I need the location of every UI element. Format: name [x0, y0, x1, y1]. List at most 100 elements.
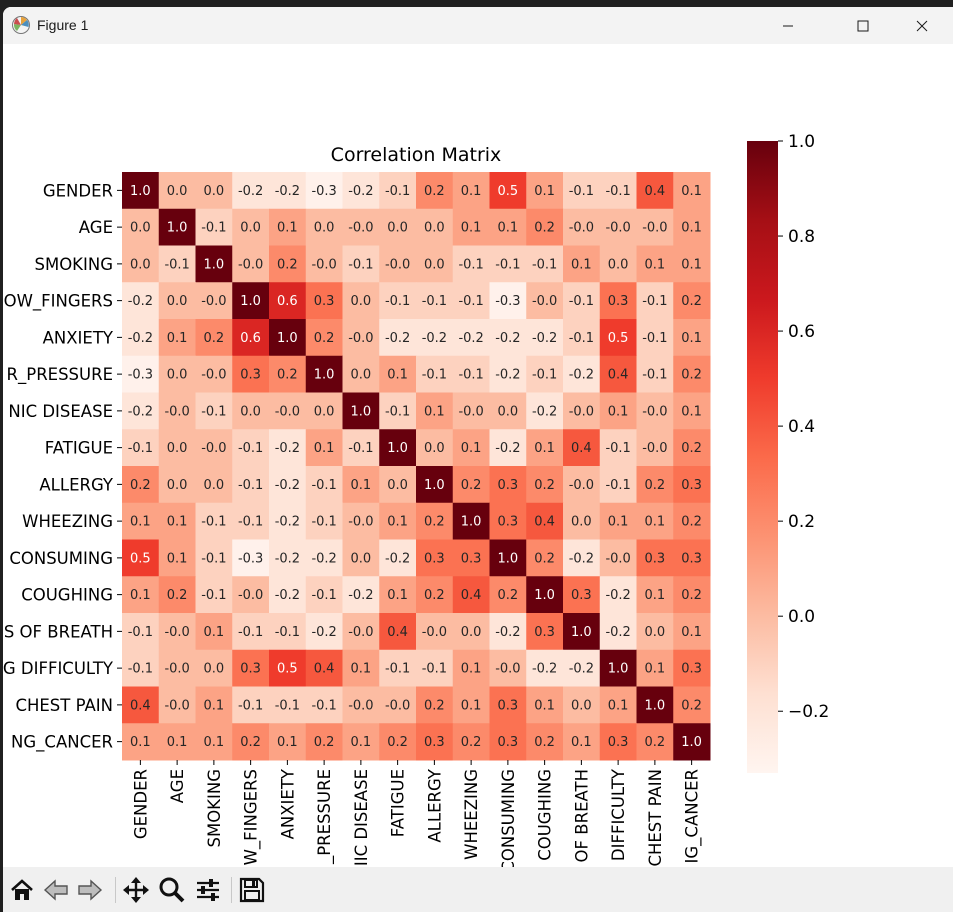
heatmap-cell	[158, 208, 196, 246]
cell-value-label: 0.1	[681, 221, 702, 236]
zoom-button[interactable]	[157, 875, 187, 905]
pan-button[interactable]	[121, 875, 151, 905]
cell-value-label: -0.1	[642, 294, 667, 309]
heatmap-cell	[563, 355, 601, 393]
heatmap-cell	[416, 723, 454, 761]
cell-value-label: -0.2	[532, 662, 557, 677]
cell-value-label: -0.0	[569, 478, 594, 493]
heatmap-cell	[489, 355, 527, 393]
cell-value-label: 0.1	[608, 404, 629, 419]
cell-value-label: 0.2	[498, 588, 519, 603]
cell-value-label: 0.0	[314, 221, 335, 236]
pan-move-icon	[123, 877, 149, 903]
x-tick-label: OF BREATH	[572, 769, 591, 862]
toolbar-separator	[231, 877, 232, 903]
heatmap-cell	[269, 172, 307, 210]
close-button[interactable]	[899, 7, 945, 44]
cell-value-label: 0.6	[240, 331, 261, 346]
heatmap-cell	[342, 502, 380, 540]
heatmap-cell	[452, 576, 490, 614]
heatmap-cell	[158, 723, 196, 761]
cell-value-label: 0.2	[681, 515, 702, 530]
cell-value-label: 0.2	[461, 735, 482, 750]
cell-value-label: -0.1	[311, 698, 336, 713]
heatmap-cell	[452, 429, 490, 467]
cell-value-label: -0.1	[532, 368, 557, 383]
heatmap-cell	[195, 429, 233, 467]
heatmap-cell	[342, 466, 380, 504]
heatmap-cell	[342, 429, 380, 467]
heatmap-cell	[122, 282, 160, 320]
cell-value-label: -0.1	[201, 515, 226, 530]
title-bar[interactable]: Figure 1	[3, 7, 953, 44]
heatmap-cell	[269, 539, 307, 577]
cell-value-label: -0.2	[275, 551, 300, 566]
heatmap-cell	[452, 208, 490, 246]
home-button[interactable]	[7, 875, 37, 905]
heatmap-cell	[673, 208, 711, 246]
cell-value-label: -0.1	[238, 698, 263, 713]
heatmap-cell	[342, 649, 380, 687]
minimize-button[interactable]	[765, 7, 811, 44]
heatmap-cell	[526, 466, 564, 504]
heatmap-cell	[526, 282, 564, 320]
heatmap-cell	[305, 392, 343, 430]
heatmap-cell	[563, 539, 601, 577]
heatmap-cell	[526, 392, 564, 430]
heatmap-cell	[636, 172, 674, 210]
cell-value-label: 0.1	[608, 698, 629, 713]
cell-value-label: -0.1	[201, 221, 226, 236]
save-button[interactable]	[237, 875, 267, 905]
heatmap-cell	[526, 539, 564, 577]
cell-value-label: -0.2	[605, 588, 630, 603]
x-tick-label: WHEEZING	[462, 769, 481, 860]
cell-value-label: -0.2	[275, 515, 300, 530]
heatmap-cell	[305, 282, 343, 320]
cell-value-label: 0.2	[534, 478, 555, 493]
heatmap-cell	[452, 686, 490, 724]
cell-value-label: -0.1	[569, 294, 594, 309]
heatmap-cell	[379, 539, 417, 577]
heatmap-cell	[195, 282, 233, 320]
heatmap-cell	[636, 355, 674, 393]
heatmap-cell	[305, 613, 343, 651]
back-button[interactable]	[41, 875, 71, 905]
heatmap-cell	[416, 613, 454, 651]
cell-value-label: -0.2	[605, 625, 630, 640]
cell-value-label: 0.3	[498, 735, 519, 750]
toolbar-separator	[115, 877, 116, 903]
figure-canvas[interactable]: Correlation Matrix 1.0 0.0 0.0 -0.2 -0.2 -0.3-…	[3, 44, 953, 867]
heatmap-cell	[122, 429, 160, 467]
heatmap-cell	[305, 723, 343, 761]
heatmap-cell	[305, 319, 343, 357]
heatmap-cell	[452, 613, 490, 651]
maximize-button[interactable]	[840, 7, 886, 44]
heatmap-cell	[232, 429, 270, 467]
heatmap-cell	[305, 172, 343, 210]
heatmap-cell	[526, 355, 564, 393]
x-tick-label: DIFFICULTY	[609, 768, 628, 861]
cell-value-label: 1.0	[424, 478, 445, 493]
heatmap-cell	[122, 319, 160, 357]
forward-button[interactable]	[75, 875, 105, 905]
heatmap-cell	[305, 429, 343, 467]
heatmap-cell	[489, 613, 527, 651]
cell-value-label: 0.2	[534, 551, 555, 566]
cell-value-label: 0.0	[167, 478, 188, 493]
cell-value-label: 0.0	[167, 294, 188, 309]
cell-value-label: 0.0	[167, 184, 188, 199]
heatmap-cell	[232, 686, 270, 724]
cell-value-label: -0.1	[422, 662, 447, 677]
heatmap-cell	[305, 649, 343, 687]
cell-value-label: 0.1	[645, 515, 666, 530]
cell-value-label: 0.0	[498, 404, 519, 419]
cell-value-label: 0.2	[240, 735, 261, 750]
heatmap-cell	[526, 319, 564, 357]
configure-subplots-button[interactable]	[193, 875, 223, 905]
y-tick-label: AGE	[79, 218, 113, 237]
heatmap-cell	[305, 208, 343, 246]
y-tick-label: S OF BREATH	[4, 622, 113, 641]
heatmap-cell	[673, 539, 711, 577]
cell-value-label: 0.0	[424, 221, 445, 236]
matplotlib-logo-icon	[12, 16, 30, 34]
